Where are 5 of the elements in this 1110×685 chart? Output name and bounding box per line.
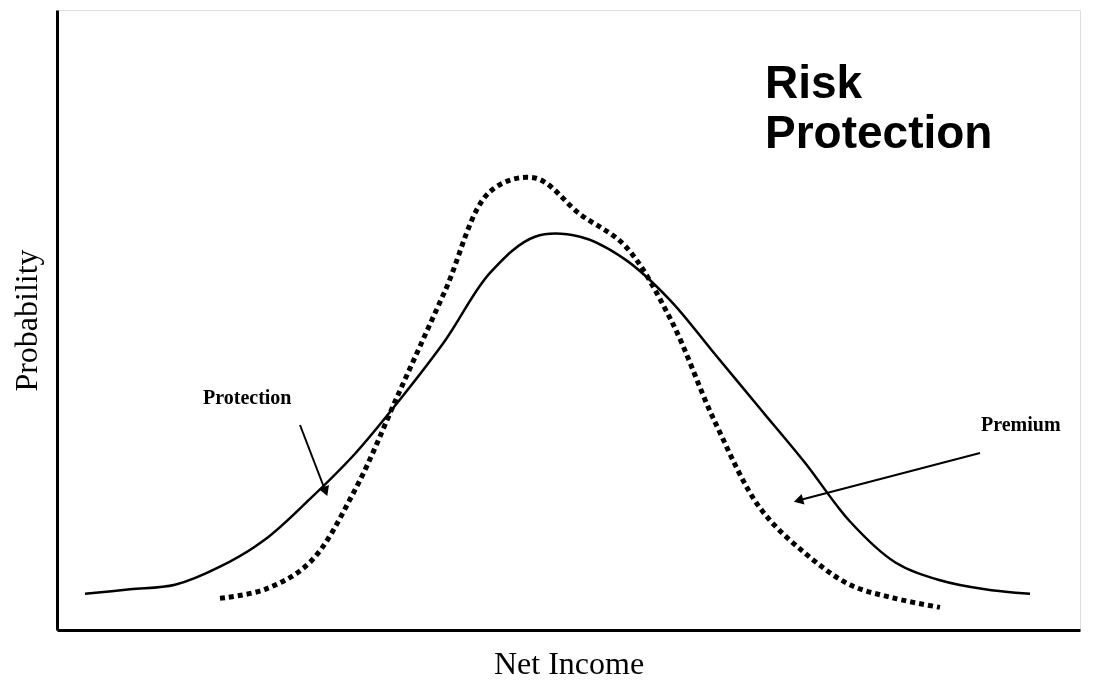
annotation: Protection [203, 386, 292, 408]
x-axis-title: Net Income [493, 644, 645, 681]
chart-title: Risk Protection [765, 56, 993, 158]
y-axis-title: Probability [7, 249, 44, 392]
annotation: Premium [981, 413, 1061, 435]
